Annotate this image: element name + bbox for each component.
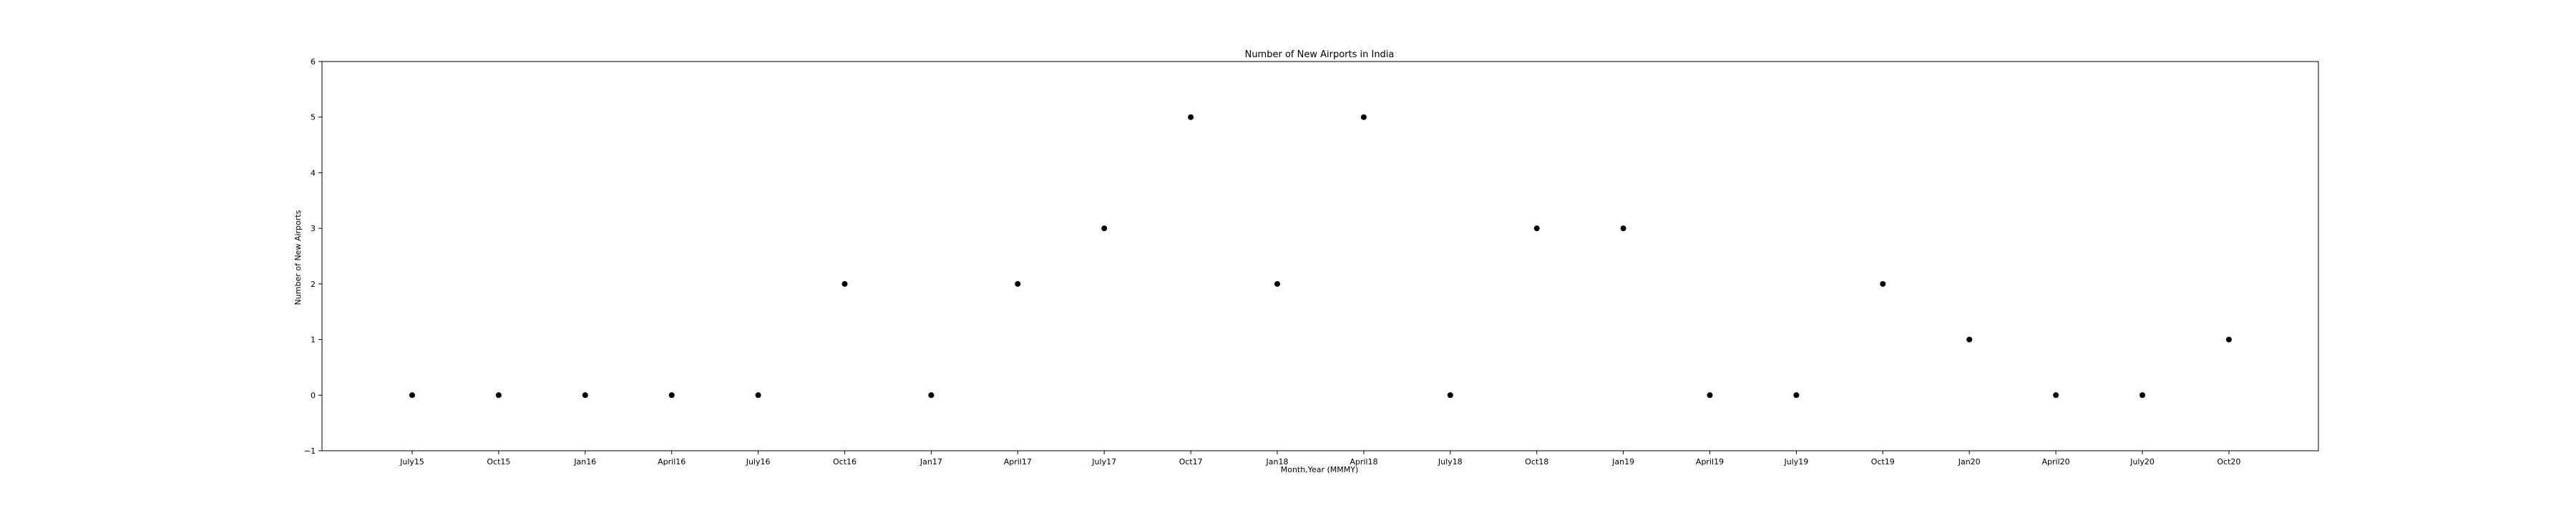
x-tick-label: Oct20 [2217, 457, 2240, 466]
chart-title: Number of New Airports in India [1245, 49, 1395, 60]
data-point [1620, 225, 1626, 232]
data-point [2225, 336, 2232, 343]
plot-frame [321, 61, 2319, 451]
data-point [1707, 392, 1713, 399]
data-point [1533, 225, 1540, 232]
y-tick-label: 2 [311, 280, 316, 289]
data-point [1188, 114, 1194, 120]
x-tick-label: July19 [1784, 457, 1809, 466]
data-point [1793, 392, 1800, 399]
x-tick-label: Oct17 [1179, 457, 1203, 466]
y-tick-label: 6 [311, 57, 316, 67]
data-point [1274, 280, 1280, 287]
x-tick-label: Jan19 [1611, 457, 1634, 466]
x-tick-label: Jan20 [1958, 457, 1981, 466]
x-tick-label: Jan16 [573, 457, 596, 466]
y-tick-label: −1 [304, 446, 316, 456]
data-point [2140, 392, 2145, 399]
data-point [755, 392, 761, 399]
y-tick-label: 3 [311, 224, 316, 233]
data-point [841, 280, 848, 287]
x-tick-label: Jan17 [919, 457, 942, 466]
x-axis: July15 Oct15 Jan16 April16 July16 Oct16 Jan17 A… [399, 451, 2240, 466]
y-tick-label: 4 [311, 168, 316, 177]
data-point [409, 392, 415, 399]
x-tick-label: April18 [1350, 457, 1377, 466]
data-point [2053, 392, 2059, 399]
data-point [668, 392, 675, 399]
x-tick-label: April20 [2042, 457, 2070, 466]
x-tick-label: July20 [2129, 457, 2155, 466]
data-point [495, 392, 502, 399]
x-tick-label: July17 [1091, 457, 1116, 466]
data-point [928, 392, 935, 399]
x-tick-label: Oct15 [487, 457, 510, 466]
x-tick-label: July16 [746, 457, 771, 466]
data-point [1360, 114, 1367, 120]
x-tick-label: July15 [399, 457, 424, 466]
x-tick-label: July18 [1438, 457, 1463, 466]
data-point [1880, 280, 1886, 287]
data-point [1447, 392, 1453, 399]
y-axis-title: Number of New Airports [293, 210, 303, 305]
x-tick-label: April17 [1004, 457, 1032, 466]
x-tick-label: April19 [1696, 457, 1724, 466]
x-tick-label: Oct16 [833, 457, 857, 466]
x-tick-label: Oct18 [1525, 457, 1548, 466]
data-point [1101, 225, 1108, 232]
y-tick-label: 5 [311, 113, 316, 122]
y-tick-label: 1 [311, 336, 316, 345]
y-axis: −1 0 1 2 3 4 5 6 [304, 57, 322, 456]
x-tick-label: Oct19 [1871, 457, 1895, 466]
data-point [1015, 280, 1021, 287]
data-points [409, 114, 2232, 399]
plot-area [321, 61, 2319, 451]
x-axis-title: Month,Year (MMMY) [1281, 465, 1359, 474]
x-tick-label: Jan18 [1266, 457, 1289, 466]
data-point [582, 392, 588, 399]
x-tick-label: April16 [658, 457, 686, 466]
y-tick-label: 0 [311, 391, 316, 400]
data-point [1966, 336, 1973, 343]
